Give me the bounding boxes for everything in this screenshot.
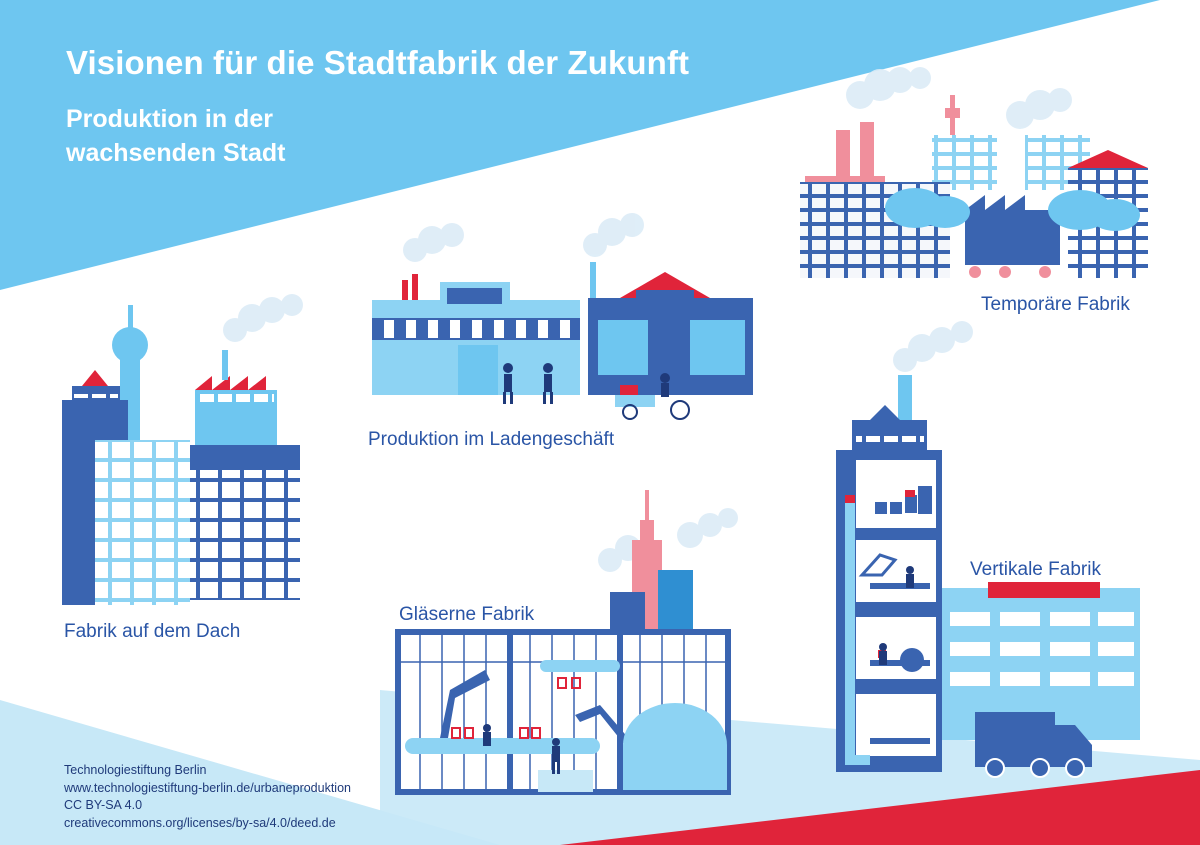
people <box>503 363 553 404</box>
trees <box>885 188 1140 231</box>
page-subtitle: Produktion in der wachsenden Stadt <box>66 102 286 170</box>
sky-band <box>0 0 1160 290</box>
temporary-factory-illustration <box>800 67 1148 278</box>
credits-license: CC BY-SA 4.0 <box>64 798 143 812</box>
label-temporary-factory: Temporäre Fabrik <box>981 294 1130 315</box>
credits-license-url[interactable]: creativecommons.org/licenses/by-sa/4.0/d… <box>64 815 336 830</box>
label-shop-production: Produktion im Ladengeschäft <box>368 429 615 450</box>
subtitle-line-2: wachsenden Stadt <box>66 139 286 167</box>
cargo-bike <box>615 373 690 420</box>
glass-factory-illustration <box>395 490 738 795</box>
vertical-factory-illustration <box>836 321 1140 778</box>
red-corner <box>560 770 1200 845</box>
shop-production-illustration <box>372 213 753 420</box>
label-vertical-factory: Vertikale Fabrik <box>970 559 1101 580</box>
ground-band <box>0 700 500 845</box>
page-title: Visionen für die Stadtfabrik der Zukunft <box>66 44 690 81</box>
credits-organization: Technologiestiftung Berlin <box>64 763 207 777</box>
label-roof-factory: Fabrik auf dem Dach <box>64 621 241 642</box>
smoke-clouds <box>846 67 1072 129</box>
truck <box>975 712 1092 778</box>
roof-factory-illustration <box>62 294 303 605</box>
credits-url[interactable]: www.technologiestiftung-berlin.de/urbane… <box>64 780 351 795</box>
awning <box>372 318 580 340</box>
subtitle-line-1: Produktion in der <box>66 105 273 133</box>
label-glass-factory: Gläserne Fabrik <box>399 604 535 625</box>
credits-block: Technologiestiftung Berlin www.technolog… <box>64 762 351 832</box>
